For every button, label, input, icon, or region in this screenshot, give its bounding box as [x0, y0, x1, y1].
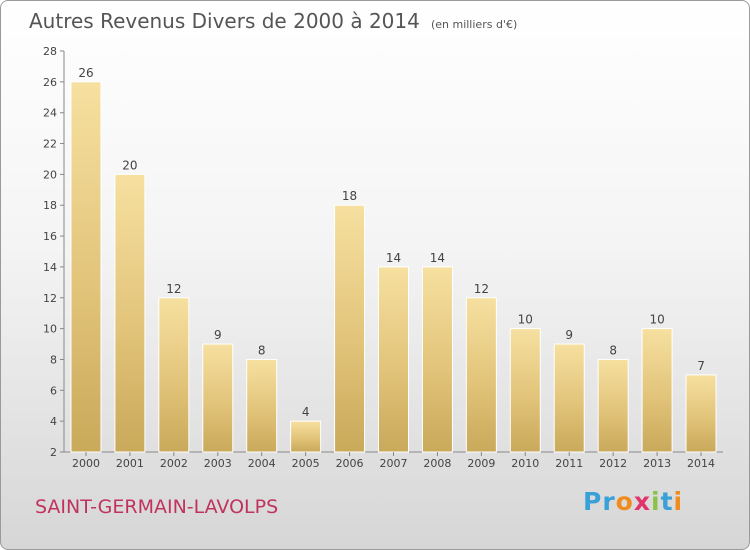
bar-value-label: 12: [474, 282, 489, 296]
x-tick-label: 2010: [511, 457, 539, 470]
bar: [158, 297, 190, 453]
y-tick-label: 26: [43, 76, 57, 89]
x-tick-label: 2012: [599, 457, 627, 470]
y-tick-label: 24: [43, 107, 57, 120]
chart-title-block: Autres Revenus Divers de 2000 à 2014 (en…: [29, 9, 517, 33]
bar-value-label: 7: [697, 359, 705, 373]
brand-letter: i: [651, 487, 661, 516]
brand-letter: i: [673, 487, 684, 516]
brand-letter: x: [633, 487, 651, 516]
brand-letter: o: [615, 487, 634, 516]
bar-value-label: 14: [430, 251, 445, 265]
bar: [509, 328, 541, 453]
bar: [114, 173, 146, 453]
brand-letter: P: [583, 487, 603, 516]
bar-value-label: 4: [302, 405, 310, 419]
x-tick-label: 2000: [72, 457, 100, 470]
bar-value-label: 20: [122, 158, 137, 172]
x-tick-label: 2003: [204, 457, 232, 470]
y-tick-label: 10: [43, 323, 57, 336]
bar: [246, 358, 278, 453]
bar-value-label: 9: [214, 328, 222, 342]
x-tick-label: 2004: [248, 457, 276, 470]
x-tick-label: 2005: [292, 457, 320, 470]
y-tick-label: 28: [43, 45, 57, 58]
x-tick-label: 2002: [160, 457, 188, 470]
bar-value-label: 8: [609, 343, 617, 357]
y-tick-label: 22: [43, 138, 57, 151]
brand-letter: r: [602, 487, 616, 516]
bar-value-label: 14: [386, 251, 401, 265]
bar: [553, 343, 585, 453]
bar: [421, 266, 453, 453]
y-tick-label: 14: [43, 261, 57, 274]
y-tick-label: 16: [43, 230, 57, 243]
x-tick-label: 2001: [116, 457, 144, 470]
chart-title: Autres Revenus Divers de 2000 à 2014: [29, 9, 420, 33]
brand-letter: t: [660, 487, 674, 516]
bar-value-label: 9: [565, 328, 573, 342]
y-tick-label: 6: [50, 384, 57, 397]
bar-value-label: 18: [342, 189, 357, 203]
bar-value-label: 10: [518, 313, 533, 327]
x-tick-label: 2006: [336, 457, 364, 470]
x-tick-label: 2009: [467, 457, 495, 470]
bar: [334, 204, 366, 453]
y-tick-label: 12: [43, 292, 57, 305]
bar-value-label: 26: [78, 66, 93, 80]
y-tick-label: 4: [50, 415, 57, 428]
x-tick-label: 2007: [380, 457, 408, 470]
bar-value-label: 10: [649, 313, 664, 327]
y-tick-label: 20: [43, 168, 57, 181]
x-tick-label: 2008: [423, 457, 451, 470]
bar: [70, 81, 102, 453]
bar: [202, 343, 234, 453]
bar-value-label: 12: [166, 282, 181, 296]
bar: [465, 297, 497, 453]
y-tick-label: 8: [50, 353, 57, 366]
bar: [597, 358, 629, 453]
chart-subtitle: (en milliers d'€): [430, 18, 518, 31]
y-tick-label: 2: [50, 446, 57, 459]
bar: [685, 374, 717, 453]
bar: [641, 328, 673, 453]
x-tick-label: 2013: [643, 457, 671, 470]
proxiti-logo: Proxiti: [583, 487, 683, 516]
bar: [378, 266, 409, 453]
city-name: SAINT-GERMAIN-LAVOLPS: [35, 496, 279, 518]
bar-value-label: 8: [258, 343, 266, 357]
y-tick-label: 18: [43, 199, 57, 212]
x-tick-label: 2011: [555, 457, 583, 470]
bar: [290, 420, 322, 453]
x-tick-label: 2014: [687, 457, 715, 470]
